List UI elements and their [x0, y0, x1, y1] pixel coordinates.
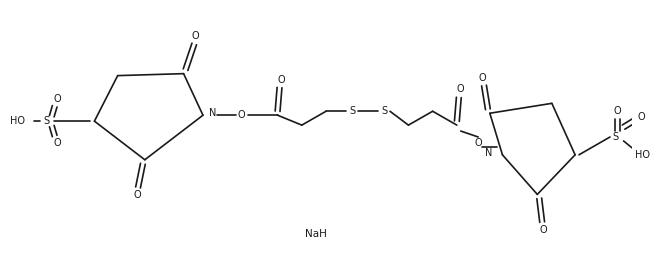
Text: HO: HO: [635, 150, 650, 160]
Text: NaH: NaH: [305, 229, 327, 239]
Text: O: O: [637, 112, 645, 122]
Text: O: O: [191, 31, 199, 41]
Text: HO: HO: [10, 116, 25, 126]
Text: O: O: [278, 75, 285, 85]
Text: S: S: [349, 106, 355, 116]
Text: N: N: [209, 108, 216, 118]
Text: O: O: [54, 94, 61, 104]
Text: O: O: [457, 84, 465, 94]
Text: O: O: [475, 138, 482, 148]
Text: O: O: [539, 225, 547, 235]
Text: N: N: [485, 148, 493, 158]
Text: O: O: [478, 73, 486, 83]
Text: O: O: [54, 138, 61, 148]
Text: O: O: [133, 190, 141, 200]
Text: S: S: [613, 132, 619, 142]
Text: O: O: [238, 110, 245, 120]
Text: O: O: [614, 106, 622, 116]
Text: S: S: [43, 116, 49, 126]
Text: S: S: [381, 106, 387, 116]
